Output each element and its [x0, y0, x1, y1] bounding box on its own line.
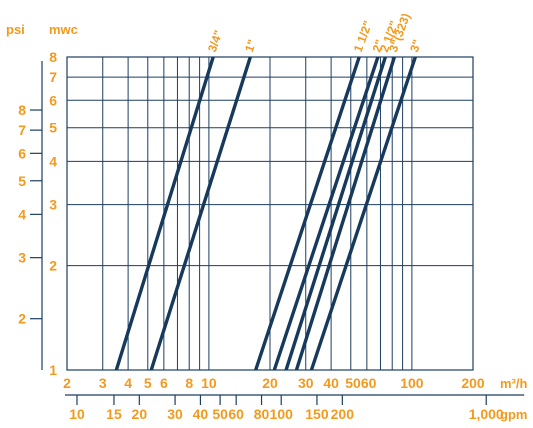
axes [30, 61, 525, 405]
gpm-tick-label: 1,000 [469, 406, 504, 422]
mwc-tick-label: 5 [49, 120, 57, 136]
m3h-unit-label: m³/h [500, 376, 528, 391]
psi-tick-label: 8 [18, 102, 26, 118]
m3h-tick-label: 2 [63, 375, 71, 391]
series-line [284, 56, 387, 371]
series-line [272, 56, 380, 371]
psi-tick-label: 3 [18, 250, 26, 266]
mwc-tick-label: 3 [49, 197, 57, 213]
gpm-tick-label: 150 [305, 406, 329, 422]
psi-tick-label: 6 [18, 145, 26, 161]
gpm-tick-label: 30 [167, 406, 183, 422]
gpm-tick-label: 50 [212, 406, 228, 422]
gpm-tick-label: 10 [69, 406, 85, 422]
gpm-tick-label: 60 [228, 406, 244, 422]
psi-tick-label: 7 [18, 122, 26, 138]
gpm-tick-label: 40 [193, 406, 209, 422]
m3h-tick-label: 10 [201, 375, 217, 391]
m3h-tick-label: 60 [361, 375, 377, 391]
gpm-tick-label: 20 [132, 406, 148, 422]
gpm-tick-label: 80 [254, 406, 270, 422]
gpm-tick-label: 100 [270, 406, 294, 422]
grid-lines [66, 56, 474, 371]
series-line [254, 56, 361, 371]
gpm-unit-label: gpm [500, 407, 527, 422]
gpm-tick-label: 15 [106, 406, 122, 422]
mwc-tick-label: 2 [49, 258, 57, 274]
psi-tick-label: 2 [18, 311, 26, 327]
series-label: 3" [407, 38, 424, 54]
psi-tick-label: 5 [18, 173, 26, 189]
gpm-tick-label: 200 [331, 406, 355, 422]
m3h-tick-label: 40 [323, 375, 339, 391]
series-line [309, 56, 417, 371]
psi-unit-label: psi [6, 22, 25, 37]
m3h-tick-label: 6 [160, 375, 168, 391]
series-label: 2" [370, 38, 387, 54]
mwc-tick-label: 8 [49, 49, 57, 65]
m3h-tick-label: 5 [144, 375, 152, 391]
series-line [149, 56, 252, 371]
m3h-tick-label: 3 [99, 375, 107, 391]
m3h-tick-label: 8 [185, 375, 193, 391]
series-label: 3/4" [205, 28, 226, 54]
mwc-tick-label: 4 [49, 153, 57, 169]
series-line [294, 56, 397, 371]
mwc-tick-label: 6 [49, 92, 57, 108]
m3h-tick-label: 20 [262, 375, 278, 391]
series-lines: 3/4" 1" 1 1/2"2"2 1/2"3"(323)3" [114, 11, 424, 371]
mwc-tick-label: 7 [49, 69, 57, 85]
psi-tick-label: 4 [18, 206, 26, 222]
m3h-tick-label: 30 [298, 375, 314, 391]
mwc-unit-label: mwc [49, 22, 78, 37]
m3h-tick-label: 4 [124, 375, 132, 391]
m3h-tick-label: 50 [345, 375, 361, 391]
m3h-tick-label: 200 [461, 375, 485, 391]
series-label: 1" [242, 38, 259, 54]
series-line [114, 56, 215, 371]
plot-frame [66, 56, 474, 371]
mwc-tick-label: 1 [49, 362, 57, 378]
m3h-tick-label: 100 [400, 375, 424, 391]
